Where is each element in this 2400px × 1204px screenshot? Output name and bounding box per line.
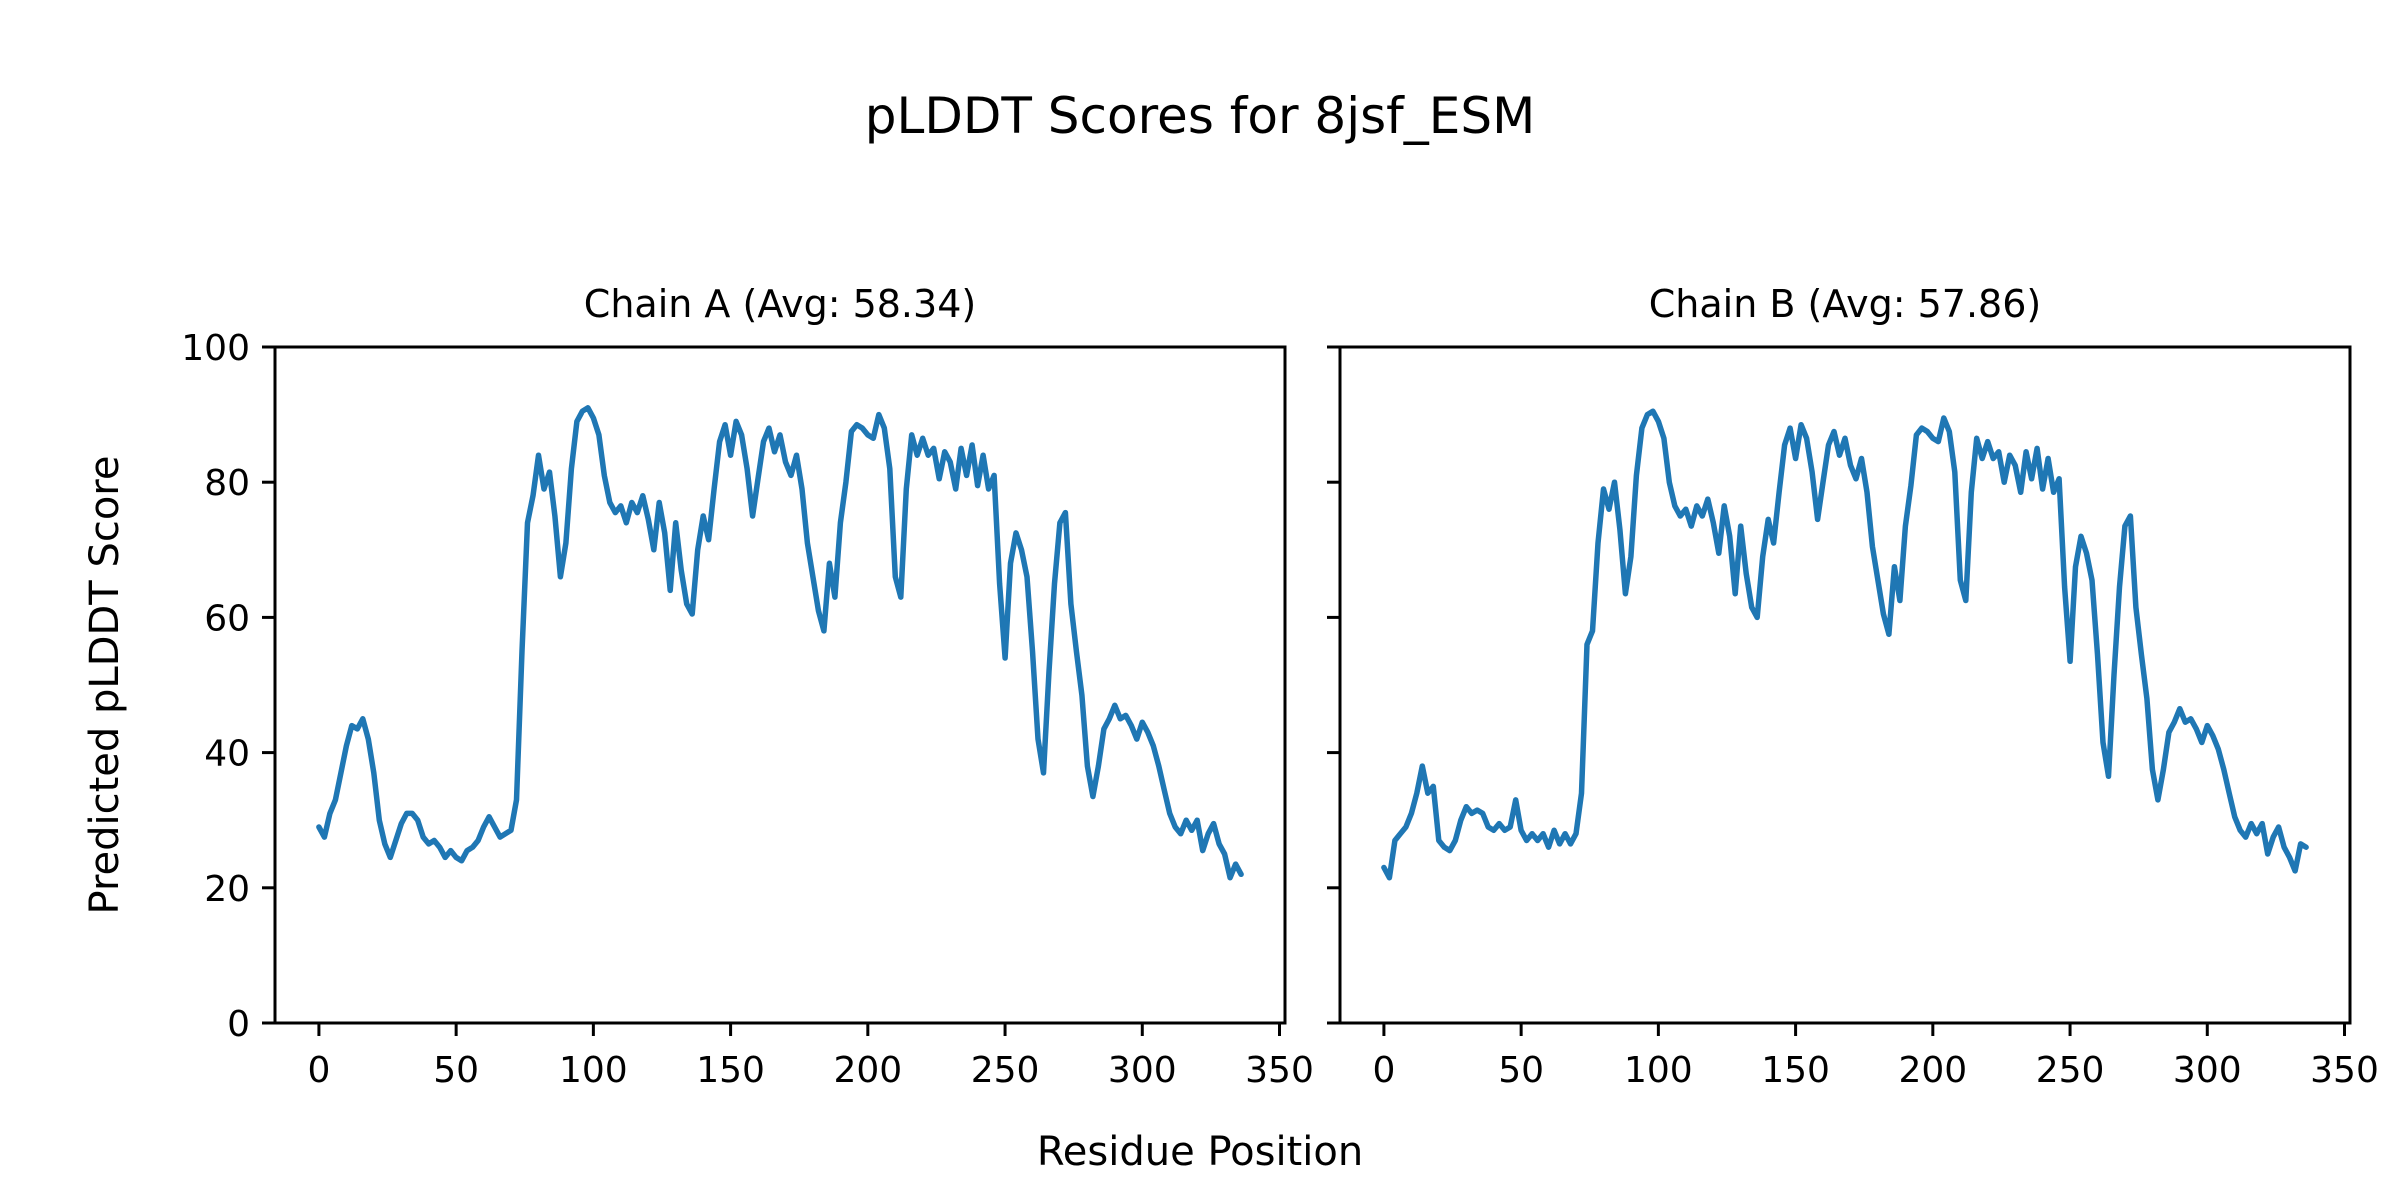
x-tick-label: 200	[833, 1050, 902, 1091]
subplot-chain-B: 0 50 100 150 200 250 300 350 Chain B (Avg: 57.86…	[1327, 282, 2379, 1091]
figure-title: pLDDT Scores for 8jsf_ESM	[865, 87, 1535, 145]
x-tick-label: 0	[1372, 1050, 1395, 1091]
y-tick-label: 80	[204, 463, 250, 504]
subplots-group: 0 50 100 150 200 250 300 350 0 20 40 60 80 100 Chain A…	[181, 282, 2379, 1091]
x-tick-label: 300	[1108, 1050, 1177, 1091]
x-tick-label: 150	[696, 1050, 765, 1091]
y-tick-label: 100	[181, 328, 250, 369]
x-axis-label: Residue Position	[1037, 1129, 1363, 1175]
subplot-title-chain-A: Chain A (Avg: 58.34)	[584, 282, 976, 326]
axes-frame	[1338, 345, 2352, 1025]
x-tick-label: 300	[2173, 1050, 2242, 1091]
axes-frame	[273, 345, 1287, 1025]
x-tick-label: 350	[1245, 1050, 1314, 1091]
plddt-line-chain-B	[1381, 408, 2309, 881]
x-tick-label: 350	[2310, 1050, 2379, 1091]
x-tick-label: 0	[307, 1050, 330, 1091]
y-tick-label: 0	[227, 1004, 250, 1045]
x-tick-label: 250	[2036, 1050, 2105, 1091]
y-tick-label: 60	[204, 598, 250, 639]
y-tick-label: 40	[204, 734, 250, 775]
subplot-chain-A: 0 50 100 150 200 250 300 350 0 20 40 60 80 100 Chain A…	[181, 282, 1314, 1091]
x-tick-label: 50	[433, 1050, 479, 1091]
x-tick-label: 200	[1898, 1050, 1967, 1091]
x-tick-label: 100	[1624, 1050, 1693, 1091]
x-tick-label: 150	[1761, 1050, 1830, 1091]
x-tick-label: 100	[559, 1050, 628, 1091]
y-axis-label: Predicted pLDDT Score	[82, 456, 128, 915]
y-tick-label: 20	[204, 869, 250, 910]
subplot-title-chain-B: Chain B (Avg: 57.86)	[1649, 282, 2041, 326]
x-tick-label: 250	[971, 1050, 1040, 1091]
plddt-line-chain-A	[316, 405, 1244, 881]
x-tick-label: 50	[1498, 1050, 1544, 1091]
